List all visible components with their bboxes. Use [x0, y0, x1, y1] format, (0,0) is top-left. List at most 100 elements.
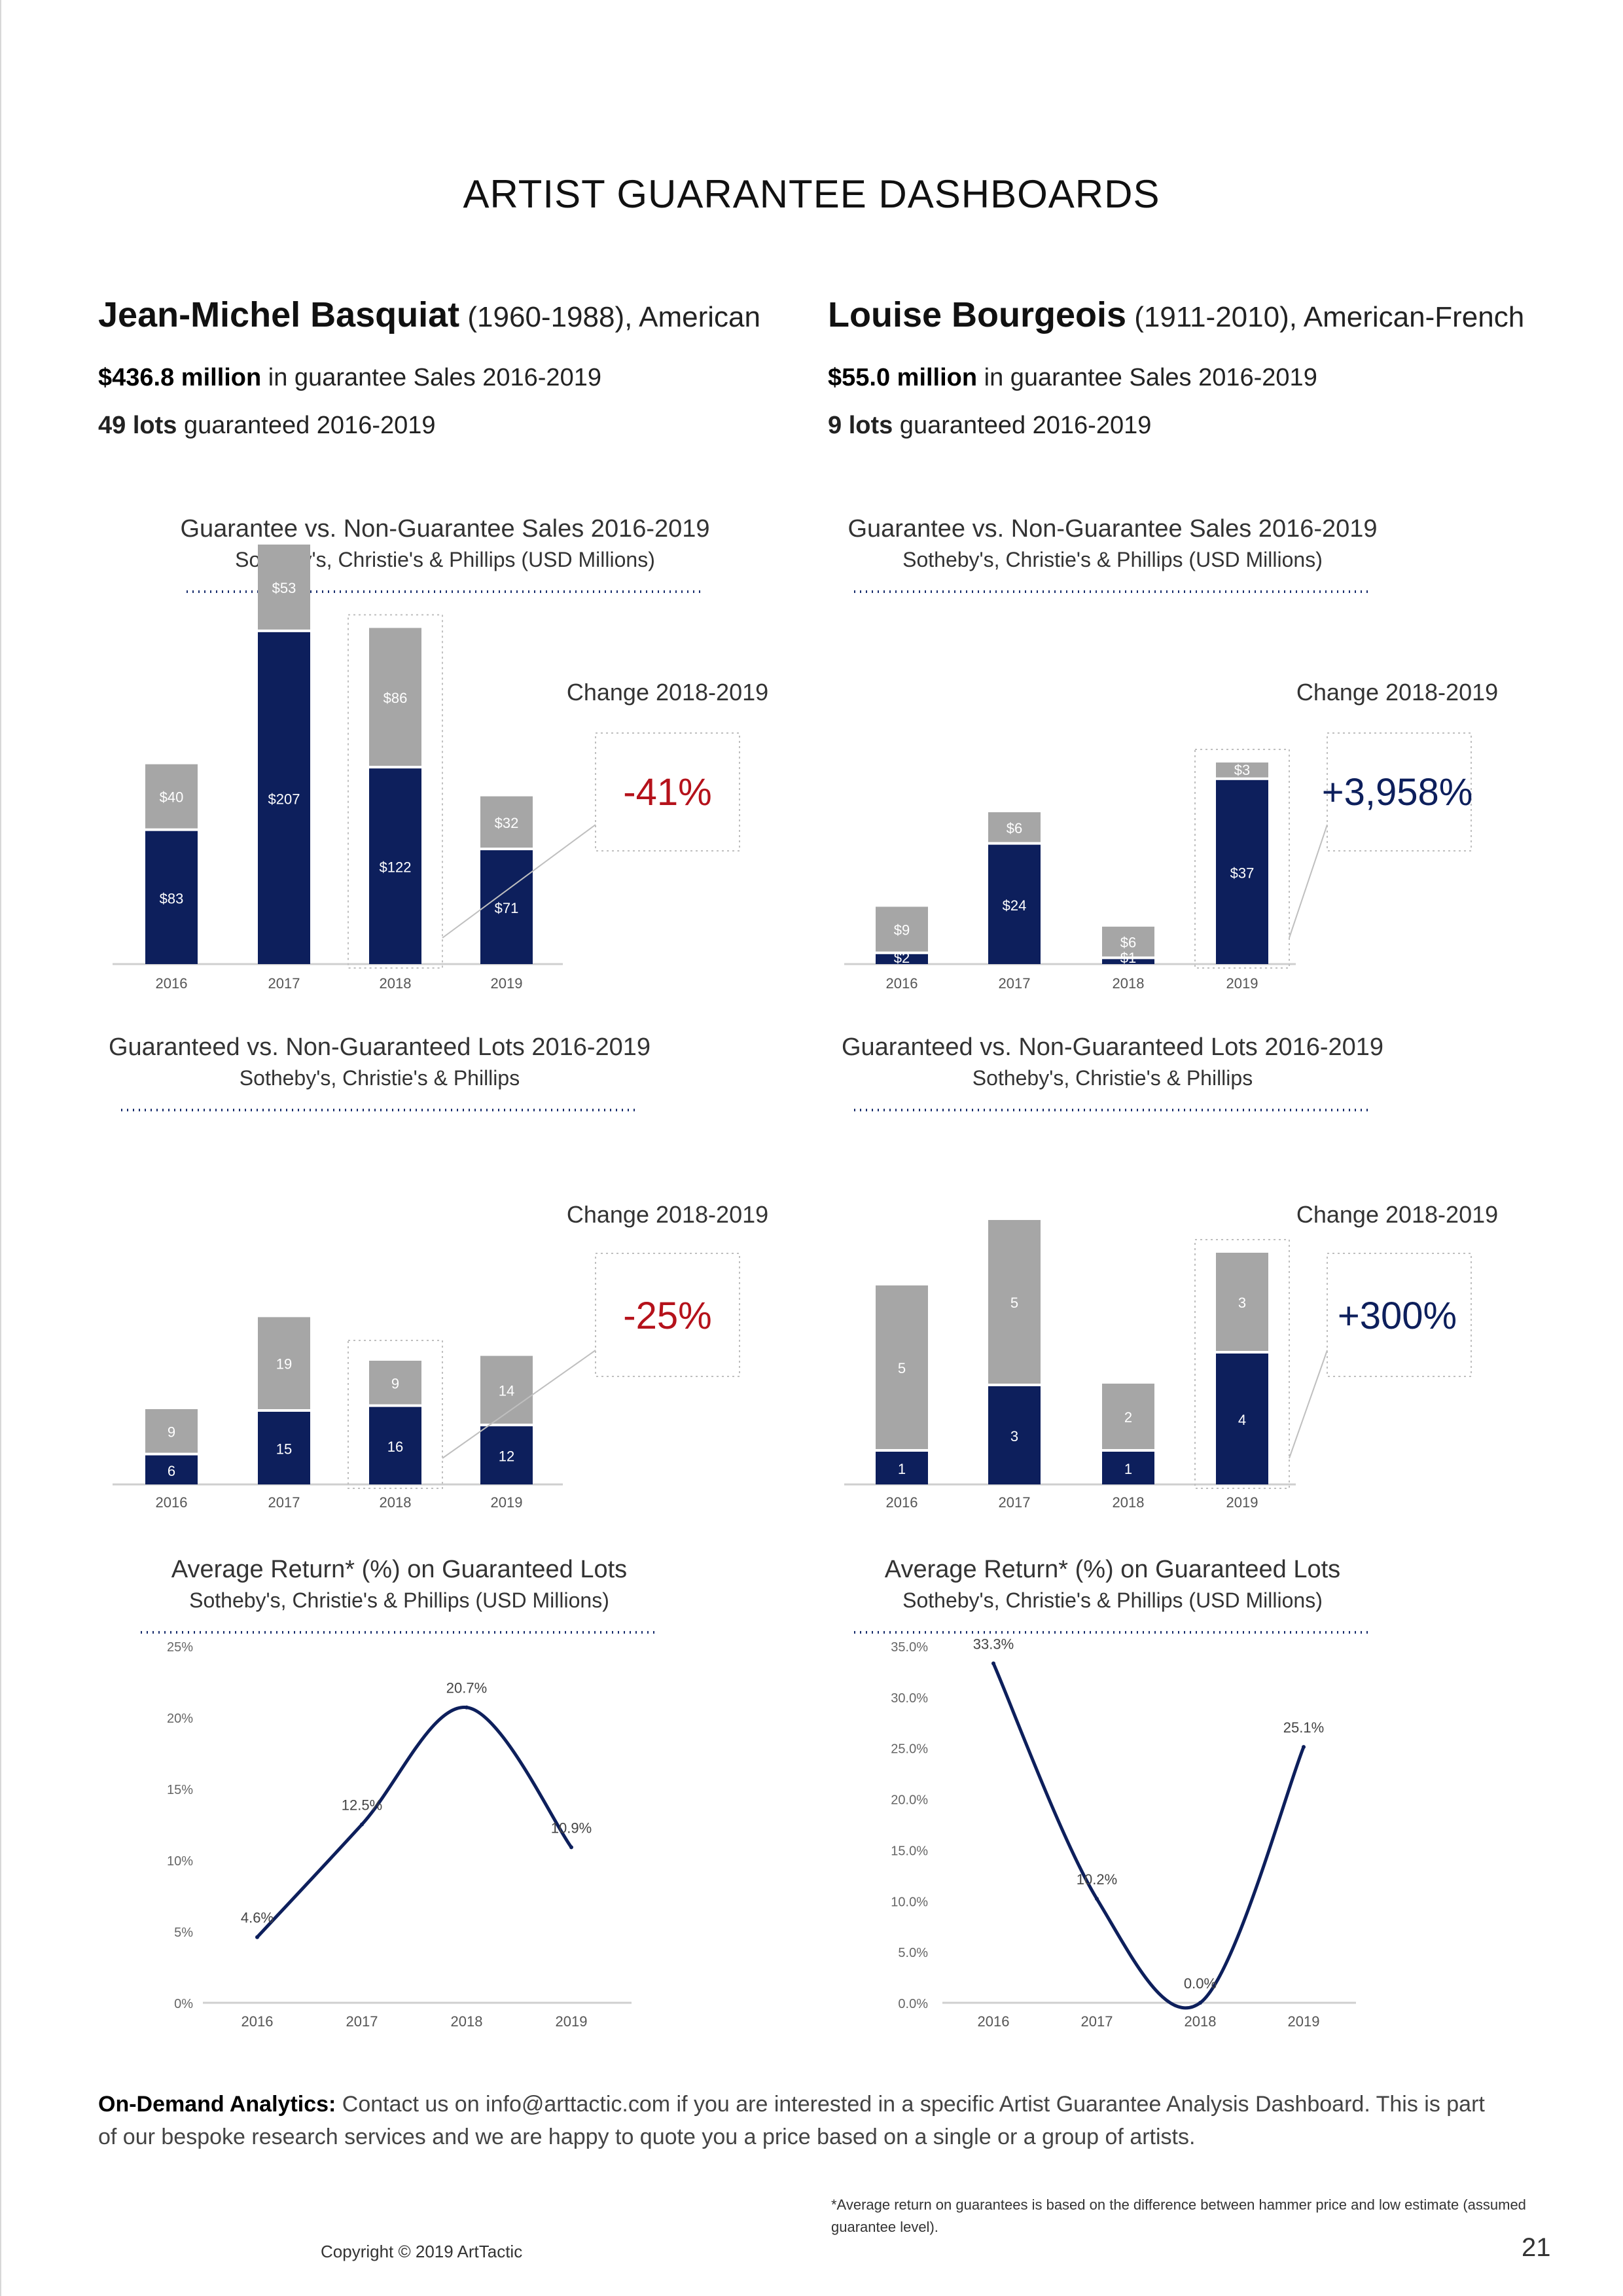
- y-tick-label: 20.0%: [891, 1793, 928, 1808]
- x-tick-label: 2018: [1113, 975, 1145, 992]
- bar-value-label: 5: [1010, 1295, 1018, 1311]
- bar-value-label: $32: [495, 815, 519, 831]
- non-guaranteed-bar: [258, 1317, 310, 1409]
- y-tick-label: 25%: [167, 1640, 193, 1655]
- change-value: +300%: [1338, 1295, 1457, 1337]
- chart-subtitle: Sotheby's, Christie's & Phillips: [240, 1066, 520, 1090]
- artist-name: Louise Bourgeois: [828, 295, 1127, 334]
- bar-value-label: 19: [276, 1356, 292, 1372]
- data-point: [1095, 1897, 1099, 1901]
- highlight-frame: [348, 1340, 443, 1489]
- x-tick-label: 2017: [346, 2013, 378, 2030]
- chart-title: Guaranteed vs. Non-Guaranteed Lots 2016-…: [109, 1033, 651, 1061]
- non-guaranteed-bar: [876, 1285, 928, 1449]
- sales-stat: $436.8 million in guarantee Sales 2016-2…: [98, 364, 825, 392]
- footer-body: Contact us on info@arttactic.com if you …: [98, 2092, 1485, 2149]
- footnote: *Average return on guarantees is based o…: [831, 2197, 1526, 2235]
- guaranteed-bar: [1216, 780, 1268, 964]
- change-label: Change 2018-2019: [1296, 679, 1498, 706]
- x-tick-label: 2019: [1288, 2013, 1320, 2030]
- chart-subtitle: Sotheby's, Christie's & Phillips (USD Mi…: [189, 1588, 609, 1612]
- x-tick-label: 2018: [451, 2013, 483, 2030]
- y-tick-label: 30.0%: [891, 1691, 928, 1706]
- y-tick-label: 10%: [167, 1854, 193, 1869]
- highlight-frame: [1194, 1239, 1290, 1489]
- chart-title: Guarantee vs. Non-Guarantee Sales 2016-2…: [847, 515, 1377, 543]
- lots-suffix: guaranteed 2016-2019: [177, 412, 436, 439]
- guaranteed-bar: [480, 1426, 533, 1484]
- data-point-label: 0.0%: [1184, 1975, 1217, 1992]
- guaranteed-bar: [988, 1386, 1041, 1484]
- bar-value-label: 3: [1010, 1428, 1018, 1444]
- data-point-label: 12.5%: [342, 1797, 382, 1814]
- change-label: Change 2018-2019: [1296, 1201, 1498, 1228]
- bar-value-label: 4: [1238, 1412, 1246, 1428]
- bar-value-label: 1: [898, 1461, 906, 1477]
- copyright: Copyright © 2019 ArtTactic: [321, 2242, 523, 2261]
- x-tick-label: 2017: [999, 975, 1031, 992]
- bar-value-label: $24: [1003, 897, 1027, 914]
- guaranteed-bar: [988, 844, 1041, 964]
- data-point-label: 4.6%: [241, 1910, 274, 1926]
- sales-stat: $55.0 million in guarantee Sales 2016-20…: [828, 364, 1554, 392]
- data-point: [465, 1705, 469, 1710]
- bar-value-label: $207: [268, 791, 300, 807]
- artist-meta: (1960-1988), American: [459, 301, 760, 333]
- non-guaranteed-bar: [145, 764, 198, 829]
- y-tick-label: 20%: [167, 1712, 193, 1726]
- chart-title: Average Return* (%) on Guaranteed Lots: [171, 1556, 627, 1583]
- artist-header-bourgeois: Louise Bourgeois (1911-2010), American-F…: [828, 295, 1554, 440]
- bar-value-label: 6: [168, 1463, 175, 1479]
- sales-suffix: in guarantee Sales 2016-2019: [977, 364, 1317, 391]
- lots-suffix: guaranteed 2016-2019: [893, 412, 1152, 439]
- sales-value: $436.8 million: [98, 364, 262, 391]
- non-guaranteed-bar: [1216, 1253, 1268, 1351]
- bar-value-label: $2: [894, 950, 910, 966]
- x-tick-label: 2016: [241, 2013, 274, 2030]
- x-tick-label: 2016: [156, 1494, 188, 1511]
- chart-subtitle: Sotheby's, Christie's & Phillips: [972, 1066, 1253, 1090]
- non-guaranteed-bar: [369, 1361, 421, 1405]
- guaranteed-bar: [1102, 959, 1154, 964]
- guaranteed-bar: [258, 1412, 310, 1484]
- footer-note: On-Demand Analytics: Contact us on info@…: [98, 2088, 1486, 2153]
- bar-value-label: 5: [898, 1360, 906, 1376]
- x-tick-label: 2017: [1081, 2013, 1113, 2030]
- bar-value-label: 2: [1124, 1409, 1132, 1426]
- non-guaranteed-bar: [1102, 1384, 1154, 1449]
- x-tick-label: 2018: [1113, 1494, 1145, 1511]
- non-guaranteed-bar: [369, 628, 421, 766]
- change-value: -25%: [623, 1295, 711, 1337]
- bar-value-label: $9: [894, 922, 910, 939]
- data-point-label: 10.2%: [1077, 1871, 1117, 1888]
- lots-value: 9 lots: [828, 412, 893, 439]
- non-guaranteed-bar: [988, 1220, 1041, 1384]
- x-tick-label: 2016: [156, 975, 188, 992]
- x-tick-label: 2016: [886, 1494, 918, 1511]
- bar-value-label: 3: [1238, 1295, 1246, 1311]
- chart-subtitle: Sotheby's, Christie's & Phillips (USD Mi…: [902, 548, 1323, 571]
- sales-suffix: in guarantee Sales 2016-2019: [261, 364, 601, 391]
- chart-title: Guaranteed vs. Non-Guaranteed Lots 2016-…: [842, 1033, 1383, 1061]
- data-point-label: 33.3%: [973, 1636, 1014, 1652]
- return-line: [256, 1706, 573, 1939]
- x-tick-label: 2016: [978, 2013, 1010, 2030]
- guaranteed-bar: [480, 850, 533, 964]
- non-guaranteed-bar: [258, 545, 310, 630]
- bar-value-label: 9: [391, 1375, 399, 1391]
- x-tick-label: 2018: [380, 975, 412, 992]
- artist-meta: (1911-2010), American-French: [1126, 301, 1525, 333]
- artist-name: Jean-Michel Basquiat: [98, 295, 460, 334]
- bar-value-label: $37: [1230, 865, 1255, 881]
- x-tick-label: 2018: [1185, 2013, 1217, 2030]
- non-guaranteed-bar: [876, 906, 928, 952]
- x-tick-label: 2017: [268, 975, 300, 992]
- change-value: -41%: [623, 771, 711, 814]
- x-tick-label: 2019: [491, 1494, 523, 1511]
- bar-value-label: $83: [160, 890, 184, 906]
- bar-value-label: 12: [499, 1448, 514, 1465]
- page-number: 21: [1522, 2233, 1551, 2262]
- sales-value: $55.0 million: [828, 364, 978, 391]
- non-guaranteed-bar: [1102, 926, 1154, 957]
- artist-header-basquiat: Jean-Michel Basquiat (1960-1988), Americ…: [98, 295, 825, 440]
